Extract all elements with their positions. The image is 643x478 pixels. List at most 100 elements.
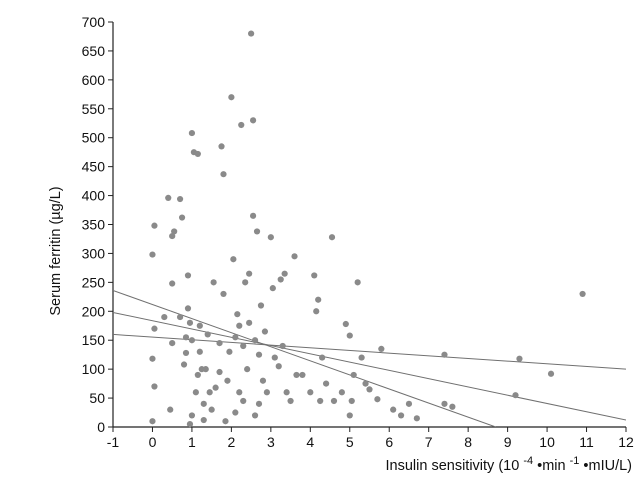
- data-point: [218, 143, 225, 150]
- data-point: [299, 371, 306, 379]
- data-point: [255, 351, 263, 358]
- y-tick-label: 550: [82, 101, 106, 117]
- data-point: [224, 377, 231, 384]
- data-point: [212, 384, 219, 391]
- data-point: [169, 280, 176, 287]
- y-tick-label: 600: [82, 72, 106, 88]
- data-point: [200, 400, 207, 407]
- x-tick-label: 6: [385, 434, 393, 450]
- x-tick-label: 0: [149, 434, 157, 450]
- data-point: [151, 383, 158, 390]
- data-point: [413, 415, 420, 422]
- data-point: [248, 30, 255, 37]
- data-point: [251, 412, 259, 419]
- data-point: [228, 94, 235, 101]
- y-tick-label: 400: [82, 188, 106, 204]
- x-tick-label: 10: [539, 434, 555, 450]
- data-point: [441, 400, 448, 407]
- data-point: [240, 342, 247, 350]
- data-point: [293, 371, 300, 379]
- data-point: [169, 232, 176, 240]
- data-point: [182, 334, 190, 341]
- y-tick-label: 500: [82, 130, 106, 146]
- data-point: [277, 276, 284, 283]
- data-point: [188, 337, 196, 344]
- x-axis-label-part-1: Insulin sensitivity (10: [386, 458, 520, 474]
- y-tick-label: 0: [97, 419, 105, 435]
- y-tick-label: 450: [82, 159, 106, 175]
- data-point: [176, 195, 184, 203]
- data-point: [236, 389, 243, 396]
- data-point: [287, 397, 294, 405]
- x-tick-label: 2: [227, 434, 235, 450]
- data-point: [204, 331, 211, 338]
- data-point: [188, 129, 196, 137]
- x-tick-label: 12: [618, 434, 634, 450]
- data-point: [516, 355, 523, 362]
- data-point: [330, 397, 338, 405]
- data-point: [210, 279, 217, 286]
- y-tick-label: 200: [82, 303, 106, 319]
- data-point: [319, 354, 326, 361]
- x-tick-label: 8: [464, 434, 472, 450]
- data-point: [253, 228, 261, 235]
- data-point: [176, 313, 184, 321]
- data-point: [579, 290, 586, 298]
- data-point: [151, 325, 158, 332]
- data-point: [232, 334, 239, 341]
- data-point: [342, 320, 349, 328]
- y-tick-label: 150: [82, 332, 106, 348]
- data-point: [255, 400, 263, 407]
- data-point: [378, 345, 385, 352]
- x-axis-ticks: -1 0 1 2 3 4 5 6 7 8 9 10 11 12: [107, 427, 634, 450]
- data-point: [313, 308, 320, 315]
- data-point: [186, 421, 194, 428]
- data-point: [178, 214, 186, 221]
- x-tick-label: 5: [346, 434, 354, 450]
- data-point: [291, 253, 298, 260]
- x-axis-label-part-2: •min: [537, 458, 565, 474]
- data-point: [328, 234, 336, 241]
- regression-line-2: [113, 311, 626, 421]
- data-point: [512, 392, 519, 399]
- data-point: [358, 354, 365, 361]
- data-point: [182, 349, 190, 357]
- data-point: [249, 117, 257, 124]
- data-point: [165, 194, 172, 201]
- data-point: [346, 332, 353, 339]
- plot-area: [112, 22, 626, 428]
- data-point: [374, 396, 381, 403]
- data-point: [281, 270, 288, 277]
- data-point: [275, 363, 282, 370]
- data-point: [271, 354, 278, 361]
- data-point: [257, 302, 265, 309]
- data-point: [194, 371, 201, 379]
- data-point: [263, 389, 270, 396]
- x-tick-label: 1: [188, 434, 196, 450]
- data-point: [216, 368, 223, 376]
- data-point: [397, 412, 405, 419]
- data-point: [259, 377, 267, 384]
- data-point: [192, 389, 199, 396]
- data-point: [405, 400, 413, 407]
- data-point: [240, 397, 247, 405]
- data-point: [322, 380, 330, 387]
- data-point: [171, 228, 178, 235]
- x-tick-label: 3: [267, 434, 275, 450]
- data-point: [208, 406, 215, 413]
- data-point: [151, 222, 158, 229]
- regression-line-3: [113, 333, 626, 370]
- x-axis-label-sup-2: -1: [570, 455, 580, 467]
- x-tick-label: 7: [425, 434, 433, 450]
- data-point: [261, 328, 269, 335]
- data-point: [249, 212, 257, 219]
- data-point: [283, 389, 290, 396]
- data-point: [184, 272, 192, 279]
- data-point: [244, 366, 251, 373]
- y-tick-label: 250: [82, 274, 106, 290]
- data-point: [251, 337, 259, 344]
- data-point: [186, 319, 194, 326]
- data-point: [194, 150, 201, 158]
- data-point: [196, 348, 203, 355]
- y-tick-label: 350: [82, 217, 106, 233]
